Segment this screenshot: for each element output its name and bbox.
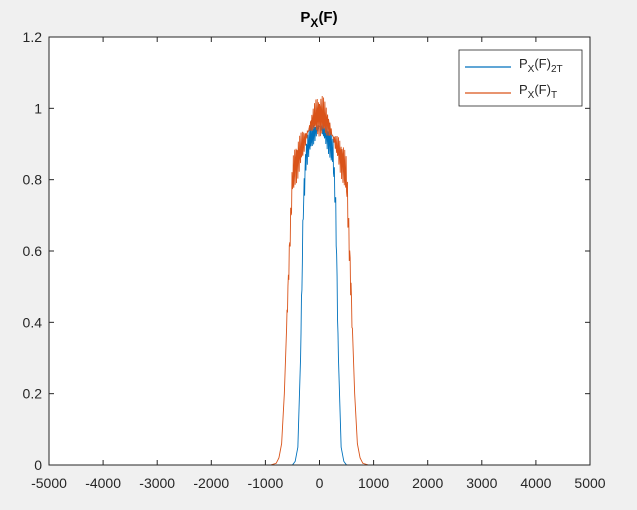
legend[interactable]: PX(F)2T PX(F)T xyxy=(458,49,583,107)
legend-box xyxy=(458,49,583,107)
legend-label: PX(F)T xyxy=(519,82,557,101)
x-tick-label: 4000 xyxy=(520,475,551,491)
title-main: P xyxy=(300,9,310,26)
y-tick-label: 0 xyxy=(34,457,42,473)
x-tick-label: 3000 xyxy=(466,475,497,491)
x-tick-label: -4000 xyxy=(85,475,121,491)
title-tail: (F) xyxy=(318,9,337,26)
chart-title: PX(F) xyxy=(300,9,337,30)
title-subscript: X xyxy=(310,16,318,30)
x-tick-label: 0 xyxy=(316,475,324,491)
x-tick-label: -2000 xyxy=(193,475,229,491)
x-tick-label: -5000 xyxy=(31,475,67,491)
legend-label: PX(F)2T xyxy=(519,56,563,75)
y-tick-label: 0.6 xyxy=(23,243,43,259)
x-tick-label: -3000 xyxy=(139,475,175,491)
y-tick-label: 0.4 xyxy=(23,314,43,330)
y-tick-label: 1 xyxy=(34,100,42,116)
x-tick-label: -1000 xyxy=(247,475,283,491)
x-tick-label: 5000 xyxy=(574,475,605,491)
y-tick-label: 0.8 xyxy=(23,172,43,188)
x-tick-label: 2000 xyxy=(412,475,443,491)
y-tick-label: 1.2 xyxy=(23,29,43,45)
y-ticks: 0 0.2 0.4 0.6 0.8 1 1.2 xyxy=(23,29,590,473)
y-tick-label: 0.2 xyxy=(23,386,43,402)
x-ticks: -5000 -4000 -3000 -2000 -1000 0 1000 2000 3000 40… xyxy=(31,37,606,491)
x-tick-label: 1000 xyxy=(358,475,389,491)
